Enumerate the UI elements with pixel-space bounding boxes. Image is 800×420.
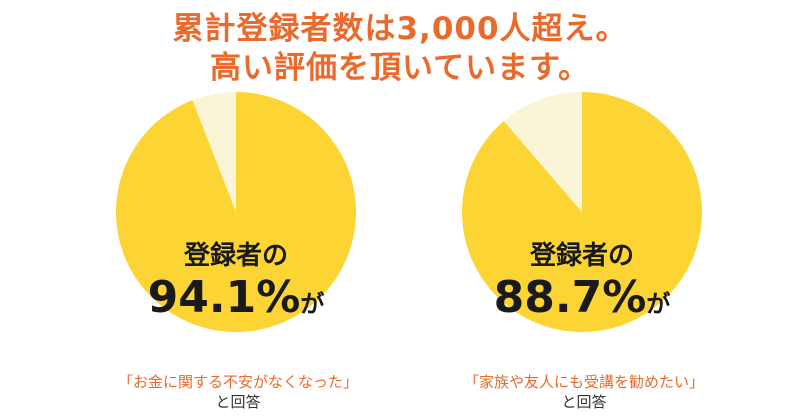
pie-chart-2-center-label: 登録者の 88.7%が bbox=[462, 240, 702, 330]
pie-chart-1-svg bbox=[115, 92, 356, 332]
pie-chart-2: 登録者の 88.7%が 「家族や友人にも受講を勧めたい」 と回答 bbox=[394, 92, 774, 420]
pie-chart-1-slice-main bbox=[115, 92, 356, 332]
pie-chart-2-value: 88.7%が bbox=[462, 272, 702, 330]
pie-chart-1-suffix: が bbox=[300, 290, 325, 318]
pie-chart-1-answer: と回答 bbox=[215, 393, 261, 411]
pie-chart-1-caption: 「お金に関する不安がなくなった」 と回答 bbox=[48, 372, 428, 412]
pie-chart-1-percent: 94.1% bbox=[147, 272, 301, 323]
pie-chart-2-svg bbox=[462, 92, 702, 332]
pie-chart-2-subject: 登録者の bbox=[529, 241, 634, 271]
pie-chart-2-slice-rest bbox=[503, 92, 582, 212]
pie-chart-1-center-label: 登録者の 94.1%が bbox=[116, 240, 356, 330]
pie-chart-1-value: 94.1%が bbox=[116, 272, 356, 330]
headline-line-1: 累計登録者数は3,000人超え。 bbox=[172, 11, 628, 47]
pie-chart-2-caption: 「家族や友人にも受講を勧めたい」 と回答 bbox=[394, 372, 774, 412]
pie-chart-1-subject: 登録者の bbox=[183, 241, 288, 271]
pie-chart-1: 登録者の 94.1%が 「お金に関する不安がなくなった」 と回答 bbox=[48, 92, 428, 420]
pie-chart-2-percent: 88.7% bbox=[493, 272, 647, 323]
pie-chart-2-quote: 「家族や友人にも受講を勧めたい」 bbox=[463, 373, 704, 391]
pie-chart-1-quote: 「お金に関する不安がなくなった」 bbox=[117, 373, 358, 391]
headline-line-2: 高い評価を頂いています。 bbox=[210, 50, 590, 86]
pie-chart-2-answer: と回答 bbox=[561, 393, 607, 411]
headline: 累計登録者数は3,000人超え。 高い評価を頂いています。 bbox=[0, 10, 800, 88]
pie-chart-1-slice-rest bbox=[192, 92, 236, 212]
pie-chart-2-suffix: が bbox=[646, 290, 671, 318]
